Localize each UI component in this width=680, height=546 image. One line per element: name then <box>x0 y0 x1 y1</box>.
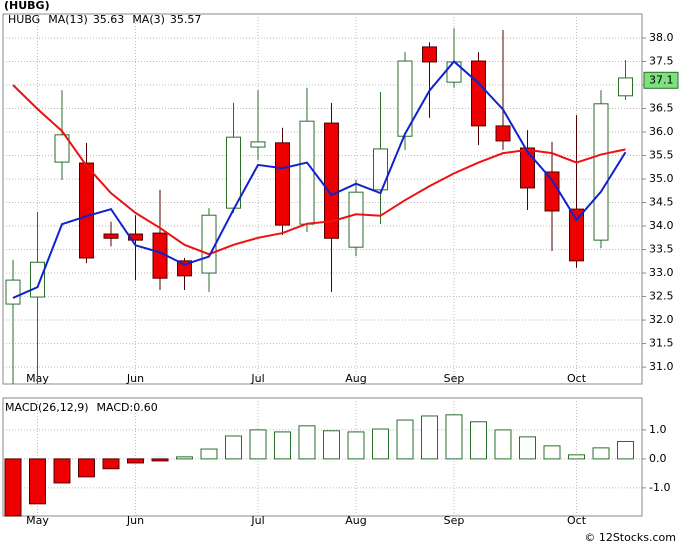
chart-title: (HUBG) <box>4 0 50 12</box>
macd-title: MACD(26,12,9) <box>5 401 89 414</box>
price-panel <box>2 13 643 385</box>
macd-bar <box>421 415 438 460</box>
y-tick-label: 32.5 <box>649 290 674 303</box>
legend-value: 35.57 <box>170 13 202 26</box>
candle-body <box>569 208 584 262</box>
candle-body <box>54 134 70 163</box>
last-price-box <box>643 71 679 89</box>
x-tick-label: Sep <box>444 514 465 527</box>
macd-indicator: MACD:0.60 <box>97 401 158 414</box>
legend-ticker: HUBG <box>8 13 40 26</box>
y-tick-label: 37.5 <box>649 54 674 67</box>
macd-bar <box>298 425 316 460</box>
candle-body <box>275 142 290 226</box>
macd-bar <box>568 454 585 460</box>
candle-body <box>79 162 94 259</box>
macd-bar <box>4 458 22 517</box>
candle-body <box>299 120 315 225</box>
candle-body <box>30 261 45 298</box>
macd-bar <box>543 445 561 460</box>
candle-body <box>5 279 21 305</box>
candle-body <box>177 260 192 277</box>
macd-bar <box>519 436 536 460</box>
macd-bar <box>347 431 365 460</box>
macd-bar <box>323 430 340 460</box>
macd-bar <box>274 431 291 460</box>
y-tick-label: 36.5 <box>649 101 674 114</box>
candle-body <box>103 233 119 239</box>
x-tick-label: Jul <box>250 372 264 385</box>
candle-body <box>226 136 241 209</box>
y-tick-label: 31.5 <box>649 337 674 350</box>
y-tick-label: 34.5 <box>649 196 674 209</box>
macd-bar <box>78 458 95 478</box>
x-tick-label: Oct <box>567 372 587 385</box>
ma-line <box>12 84 626 256</box>
watermark: © 12Stocks.com <box>584 531 676 544</box>
legend-name: MA(3) <box>132 13 165 26</box>
y-tick-label: -1.0 <box>649 481 670 494</box>
x-tick-label: Jul <box>250 514 264 527</box>
candle-body <box>348 191 364 248</box>
x-tick-label: May <box>26 514 49 527</box>
candle-body <box>201 214 217 274</box>
macd-bar <box>176 456 193 460</box>
candle-body <box>128 233 143 241</box>
y-tick-label: 33.5 <box>649 243 674 256</box>
candle-body <box>593 103 609 241</box>
macd-bar <box>445 414 463 460</box>
x-tick-label: Aug <box>345 514 366 527</box>
candle-body <box>471 60 486 127</box>
x-tick-label: Jun <box>126 372 144 385</box>
y-tick-label: 35.0 <box>649 172 674 185</box>
macd-bar <box>102 458 120 470</box>
candle-body <box>373 148 388 191</box>
candle-body <box>422 46 437 63</box>
x-tick-label: Aug <box>345 372 366 385</box>
macd-bar <box>470 421 487 460</box>
macd-bar <box>396 419 414 460</box>
y-tick-label: 32.0 <box>649 313 674 326</box>
macd-bar <box>617 440 634 460</box>
macd-bar <box>372 428 389 460</box>
macd-bar <box>249 429 267 460</box>
macd-bar <box>592 447 610 460</box>
candle-body <box>618 77 633 97</box>
macd-bar <box>127 458 144 464</box>
candle-body <box>324 122 339 239</box>
legend-value: 35.63 <box>93 13 125 26</box>
macd-bar <box>200 448 218 460</box>
y-tick-label: 33.0 <box>649 266 674 279</box>
macd-bar <box>494 429 512 460</box>
y-tick-label: 35.5 <box>649 149 674 162</box>
y-tick-label: 0.0 <box>649 452 667 465</box>
x-tick-label: Oct <box>567 514 587 527</box>
macd-bar <box>53 458 71 484</box>
candle-body <box>520 147 535 189</box>
candle-body <box>495 125 511 142</box>
y-tick-label: 38.0 <box>649 31 674 44</box>
last-price-label: 37.1 <box>649 73 674 86</box>
candle-body <box>544 171 560 212</box>
x-tick-label: Jun <box>126 514 144 527</box>
legend-name: MA(13) <box>48 13 88 26</box>
y-tick-label: 34.0 <box>649 219 674 232</box>
candle-body <box>250 141 266 148</box>
y-tick-label: 1.0 <box>649 423 667 436</box>
macd-panel <box>2 397 643 517</box>
x-tick-label: Sep <box>444 372 465 385</box>
y-tick-label: 36.0 <box>649 125 674 138</box>
ma-line <box>12 60 627 299</box>
macd-bar <box>29 458 46 505</box>
macd-bar <box>225 435 242 460</box>
macd-bar <box>151 458 169 462</box>
y-tick-label: 31.0 <box>649 360 674 373</box>
